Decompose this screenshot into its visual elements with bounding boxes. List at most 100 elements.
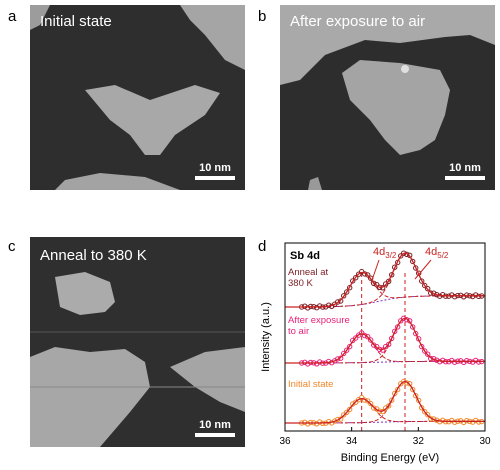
xtick-label: 34 [346, 436, 358, 447]
data-point [407, 252, 413, 258]
scale-bar-c: 10 nm [195, 419, 235, 437]
data-point [422, 282, 428, 289]
scale-bar-a-text: 10 nm [199, 162, 231, 174]
data-point [398, 253, 404, 259]
scale-bar-c-text: 10 nm [199, 419, 231, 431]
data-point [410, 386, 416, 393]
panel-c-label: Anneal to 380 K [40, 247, 147, 264]
series-label: Anneal at [288, 267, 329, 278]
data-point [386, 403, 392, 409]
stm-image-initial: Initial state 10 nm [30, 5, 245, 190]
data-point [410, 324, 416, 330]
data-point [419, 405, 425, 411]
data-point [335, 299, 341, 305]
stm-image-anneal: Anneal to 380 K 10 nm [30, 237, 245, 447]
xps-xlabel: Binding Energy (eV) [341, 452, 439, 464]
data-point [368, 337, 374, 343]
data-point [383, 281, 389, 287]
scale-bar-a: 10 nm [195, 162, 235, 180]
data-point [386, 278, 392, 284]
data-point [389, 272, 395, 278]
data-point [422, 348, 428, 354]
data-point [404, 251, 410, 257]
data-point [350, 278, 356, 284]
panel-a-label: Initial state [40, 13, 112, 30]
data-point [344, 289, 350, 295]
data-point [353, 275, 359, 281]
data-point [389, 335, 395, 342]
data-point [425, 286, 431, 292]
data-point [347, 343, 353, 350]
xtick-label: 30 [479, 436, 491, 447]
data-point [440, 417, 446, 424]
peak-label: 4d3/2 [373, 246, 397, 260]
data-point [316, 303, 323, 309]
data-point [316, 359, 323, 365]
data-point [419, 343, 425, 350]
data-point [410, 258, 416, 265]
data-point [407, 318, 413, 324]
data-point [335, 356, 341, 362]
data-point [347, 285, 353, 291]
scale-bar-a-line [195, 176, 235, 180]
data-point [386, 341, 392, 348]
data-point [389, 397, 395, 403]
xps-frame [284, 242, 486, 432]
data-point [413, 330, 419, 337]
data-point [344, 347, 350, 353]
data-point [371, 280, 377, 286]
peak-label-arrow [370, 259, 380, 284]
data-point [419, 278, 425, 284]
data-point [341, 412, 347, 418]
data-point [365, 398, 371, 404]
data-point [440, 292, 446, 298]
xps-chart: Sb 4d Binding Energy (eV) Intensity (a.u… [260, 242, 491, 464]
stm-terraces-c [30, 237, 245, 447]
xps-plot-area [285, 250, 485, 431]
data-point [305, 421, 311, 427]
data-point [316, 419, 323, 425]
data-point [356, 271, 362, 277]
data-point [305, 305, 311, 311]
data-point [452, 294, 458, 300]
data-point [338, 298, 344, 304]
xps-xticks: 36 34 32 30 [279, 427, 491, 447]
data-point [452, 419, 458, 425]
data-point [374, 343, 380, 350]
data-point [359, 330, 365, 336]
data-point [407, 381, 413, 387]
series-label: Initial state [288, 379, 333, 390]
panel-letter-b: b [258, 8, 267, 25]
scale-bar-b: 10 nm [445, 162, 485, 180]
xps-ylabel: Intensity (a.u.) [260, 302, 272, 372]
stm-image-air: After exposure to air 10 nm [280, 5, 495, 190]
xps-title: Sb 4d [290, 250, 320, 262]
data-point [344, 409, 350, 416]
data-point [440, 357, 446, 364]
data-point [371, 342, 377, 348]
panel-letter-c: c [8, 238, 16, 255]
data-point [422, 409, 428, 415]
data-point [353, 335, 359, 341]
envelope-curve [285, 252, 485, 308]
data-point [347, 406, 353, 413]
data-point [341, 350, 347, 357]
data-point [365, 334, 371, 340]
peak-label: 4d5/2 [425, 246, 449, 260]
scale-bar-b-line [445, 176, 485, 180]
envelope-curve [285, 317, 485, 364]
panel-letter-d: d [258, 238, 267, 255]
series-label: to air [288, 326, 309, 337]
data-point [365, 272, 371, 278]
data-point [341, 293, 347, 299]
stm-terraces-b [280, 5, 495, 190]
data-point [413, 393, 419, 399]
data-point [392, 390, 398, 397]
xtick-label: 36 [279, 436, 291, 447]
panel-b-label: After exposure to air [290, 13, 426, 30]
series-label: After exposure [288, 315, 350, 326]
data-point [464, 292, 470, 298]
scale-bar-b-text: 10 nm [449, 162, 481, 174]
data-point [464, 418, 470, 424]
